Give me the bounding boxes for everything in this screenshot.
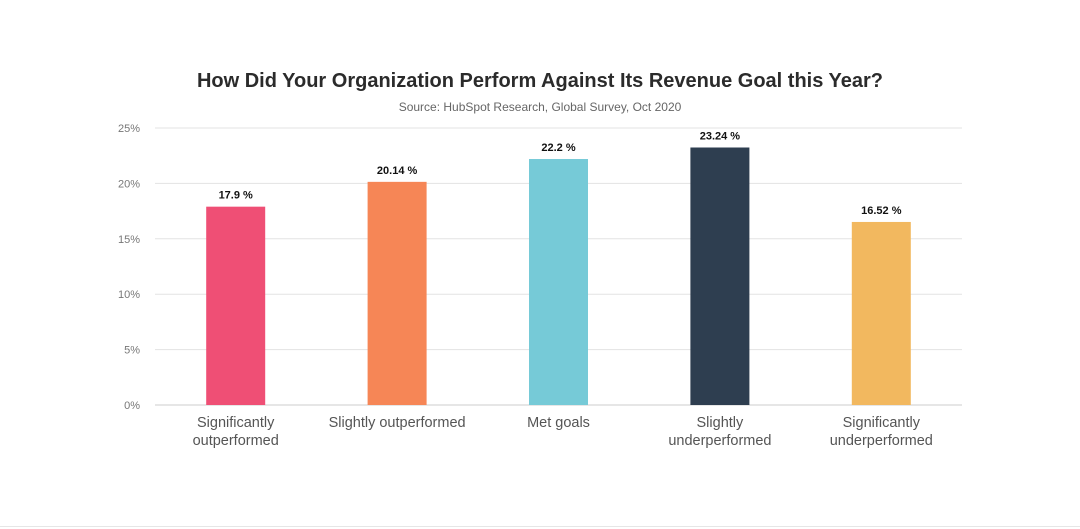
x-tick-label: underperformed: [668, 433, 771, 449]
data-label: 20.14 %: [377, 165, 418, 177]
x-tick-label: Significantly: [197, 415, 275, 431]
x-tick-label: underperformed: [830, 433, 933, 449]
x-tick-label: Met goals: [527, 415, 590, 431]
y-tick-label: 5%: [124, 345, 140, 357]
bar: [367, 181, 427, 405]
x-tick-label: Slightly outperformed: [329, 415, 466, 431]
y-tick-label: 0%: [124, 400, 140, 412]
bar: [529, 159, 588, 405]
data-label: 23.24 %: [700, 131, 741, 143]
chart-title: How Did Your Organization Perform Agains…: [196, 70, 884, 92]
data-label: 22.2 %: [541, 142, 575, 154]
y-tick-label: 20%: [118, 178, 140, 190]
data-label: 16.52 %: [861, 205, 902, 217]
x-tick-label: outperformed: [193, 433, 279, 449]
x-tick-label: Slightly: [697, 415, 744, 431]
y-tick-label: 25%: [118, 123, 140, 135]
y-tick-label: 15%: [118, 234, 140, 246]
bar: [690, 147, 750, 405]
bottom-divider: [0, 526, 1080, 527]
bar: [206, 206, 266, 405]
bar: [851, 221, 911, 405]
y-tick-label: 10%: [118, 289, 140, 301]
data-label: 17.9 %: [219, 190, 253, 202]
chart-subtitle: Source: HubSpot Research, Global Survey,…: [398, 100, 682, 114]
x-tick-label: Significantly: [843, 415, 921, 431]
